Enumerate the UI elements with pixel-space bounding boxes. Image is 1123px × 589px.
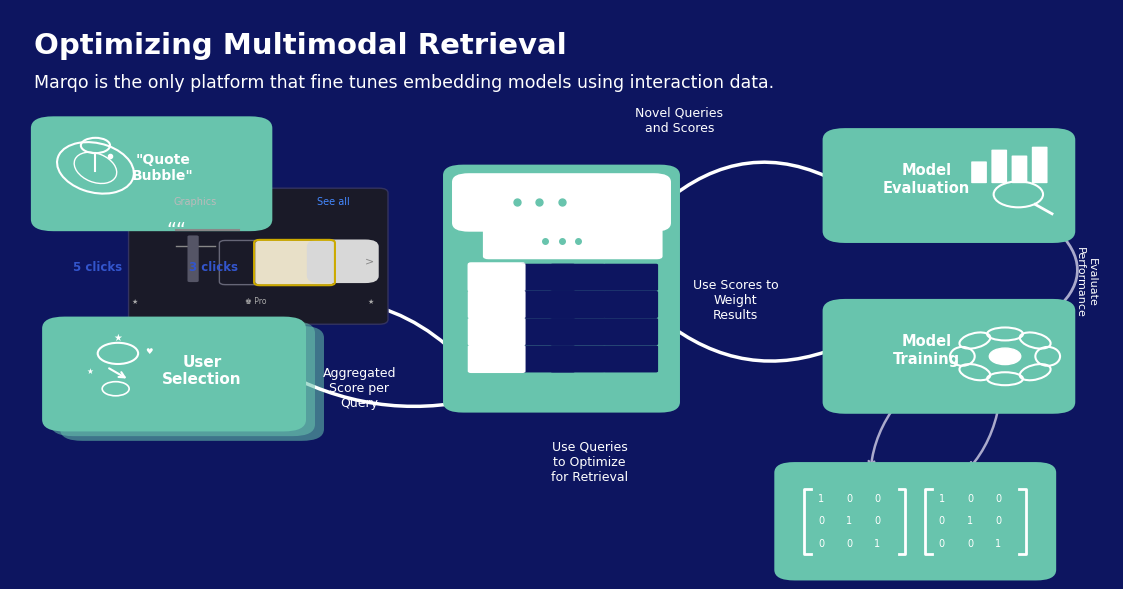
FancyBboxPatch shape [1012,155,1028,183]
Text: ““: ““ [166,221,186,240]
FancyArrowPatch shape [869,404,896,467]
FancyBboxPatch shape [520,291,575,318]
Text: 1: 1 [819,494,824,504]
FancyBboxPatch shape [520,345,575,372]
FancyBboxPatch shape [603,318,658,345]
FancyBboxPatch shape [483,223,663,259]
FancyBboxPatch shape [42,317,305,432]
FancyBboxPatch shape [774,462,1056,581]
Text: 0: 0 [819,539,824,548]
Text: 0: 0 [875,494,880,504]
Text: 1: 1 [967,517,973,526]
Text: ★: ★ [113,333,122,342]
Text: 0: 0 [819,517,824,526]
Text: ♥: ♥ [146,347,153,356]
FancyArrowPatch shape [130,220,162,305]
FancyArrowPatch shape [496,381,532,394]
Text: 0: 0 [967,539,973,548]
FancyBboxPatch shape [971,161,987,183]
FancyBboxPatch shape [603,291,658,318]
Text: 0: 0 [875,517,880,526]
FancyBboxPatch shape [550,345,605,372]
FancyBboxPatch shape [603,345,658,372]
FancyBboxPatch shape [468,345,526,373]
FancyBboxPatch shape [468,263,526,292]
FancyArrowPatch shape [487,377,515,385]
Text: User
Selection: User Selection [163,355,241,388]
Text: Graphics: Graphics [174,197,217,207]
Text: 1: 1 [939,494,944,504]
Text: ★: ★ [367,299,374,305]
FancyBboxPatch shape [468,317,526,346]
FancyArrowPatch shape [249,299,483,383]
FancyBboxPatch shape [255,240,334,284]
Text: 3 clicks: 3 clicks [189,262,238,274]
Text: Model
Evaluation: Model Evaluation [883,163,970,196]
FancyBboxPatch shape [31,117,273,231]
FancyBboxPatch shape [1032,147,1048,183]
Text: Use Queries
to Optimize
for Retrieval: Use Queries to Optimize for Retrieval [551,441,628,484]
FancyBboxPatch shape [188,236,199,282]
FancyBboxPatch shape [550,318,605,345]
Text: ♚ Pro: ♚ Pro [245,297,266,306]
Text: 1: 1 [875,539,880,548]
FancyBboxPatch shape [520,264,575,291]
Text: 0: 0 [995,517,1001,526]
Text: Aggregated
Score per
Query: Aggregated Score per Query [322,367,396,411]
FancyArrowPatch shape [663,320,839,361]
FancyArrowPatch shape [969,405,999,468]
FancyBboxPatch shape [60,326,323,441]
FancyBboxPatch shape [442,165,679,413]
Text: 0: 0 [847,539,852,548]
Text: Optimizing Multimodal Retrieval: Optimizing Multimodal Retrieval [34,32,566,61]
FancyArrowPatch shape [289,375,492,406]
Text: 1: 1 [995,539,1001,548]
FancyBboxPatch shape [822,128,1075,243]
FancyBboxPatch shape [520,318,575,345]
Text: Evaluate
Performance: Evaluate Performance [1075,247,1097,318]
Text: 0: 0 [939,517,944,526]
FancyBboxPatch shape [468,262,526,292]
FancyBboxPatch shape [468,290,526,319]
FancyBboxPatch shape [822,299,1075,414]
Text: 0: 0 [939,539,944,548]
FancyBboxPatch shape [128,188,389,325]
Text: 5 clicks: 5 clicks [73,262,122,274]
FancyArrowPatch shape [663,162,839,204]
Text: Novel Queries
and Scores: Novel Queries and Scores [636,107,723,135]
Text: 0: 0 [847,494,852,504]
FancyBboxPatch shape [52,322,314,436]
Text: Marqo is the only platform that fine tunes embedding models using interaction da: Marqo is the only platform that fine tun… [34,74,774,92]
FancyBboxPatch shape [550,264,605,291]
FancyBboxPatch shape [307,240,378,283]
Text: >: > [365,256,374,266]
Text: 0: 0 [967,494,973,504]
FancyBboxPatch shape [992,150,1007,183]
Text: ★: ★ [131,299,138,305]
FancyBboxPatch shape [550,291,605,318]
FancyBboxPatch shape [603,264,658,291]
Text: Model
Training: Model Training [893,334,960,367]
Text: 0: 0 [995,494,1001,504]
Text: Use Scores to
Weight
Results: Use Scores to Weight Results [693,279,778,322]
Circle shape [989,348,1021,365]
FancyBboxPatch shape [451,173,670,231]
FancyArrowPatch shape [1056,229,1077,308]
Text: "Quote
Bubble": "Quote Bubble" [133,153,193,183]
Text: 1: 1 [847,517,852,526]
Text: See all: See all [318,197,350,207]
Text: ★: ★ [86,366,93,376]
